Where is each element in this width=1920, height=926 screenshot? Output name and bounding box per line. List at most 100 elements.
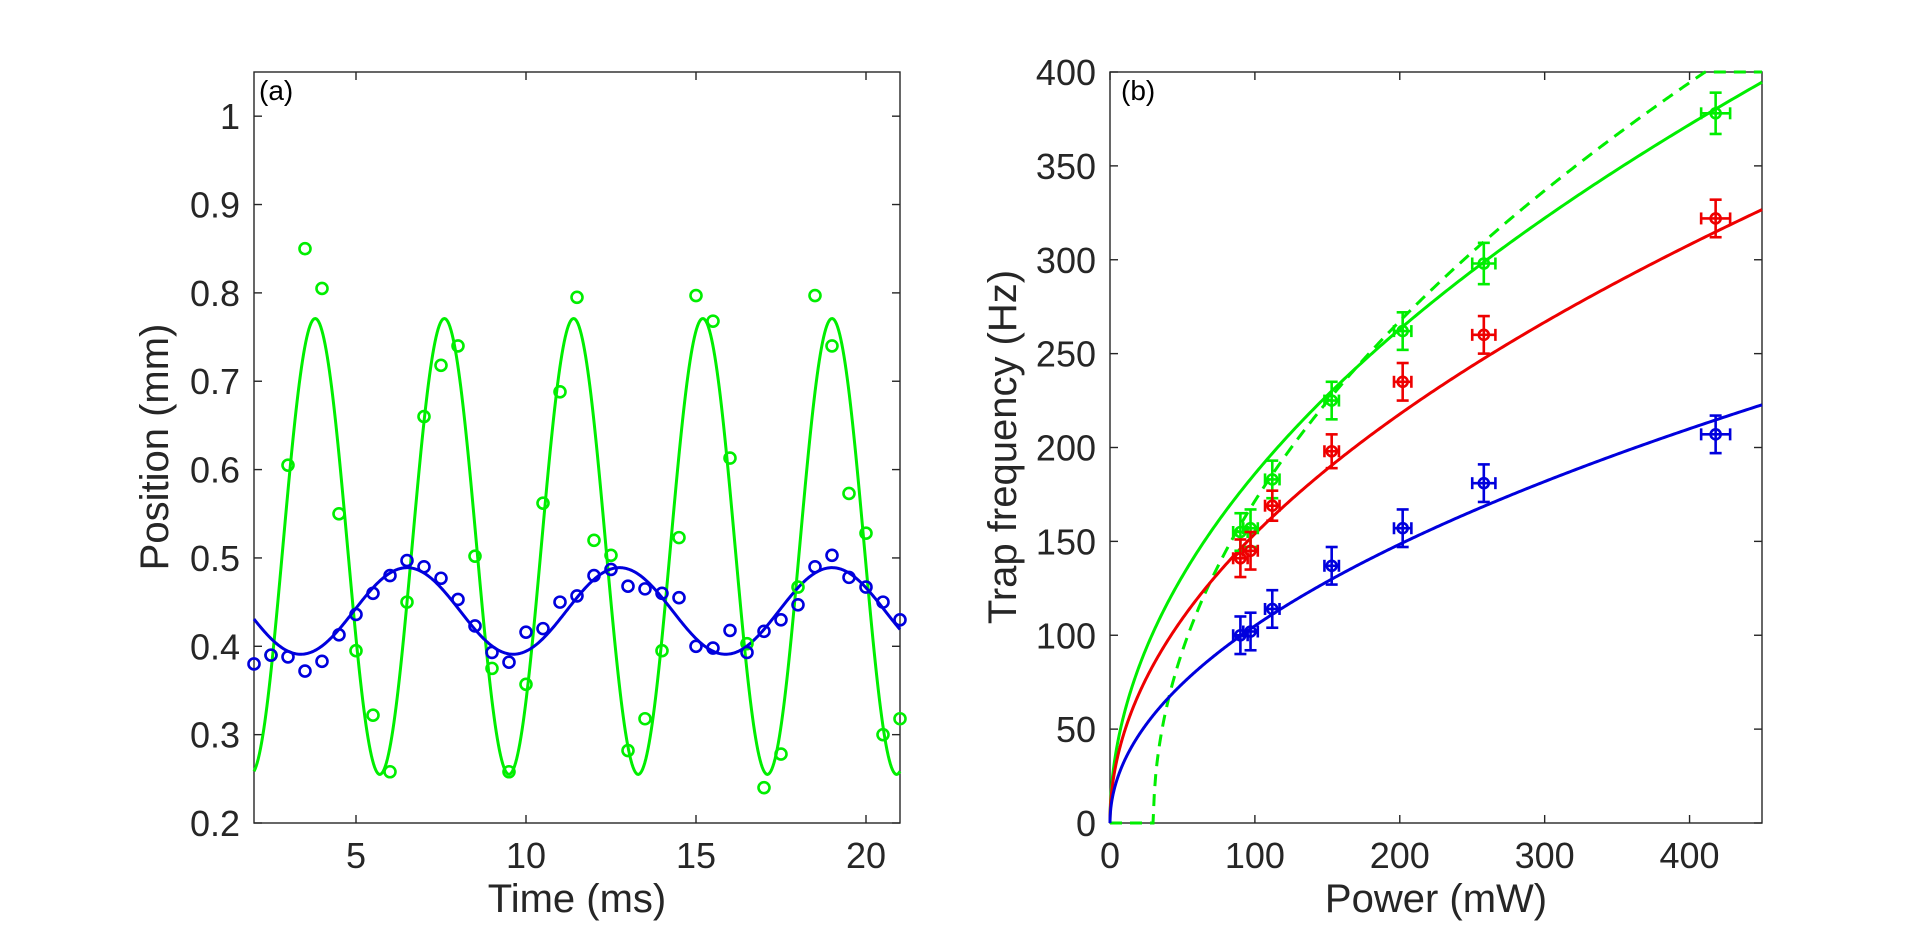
data-point-green bbox=[451, 339, 465, 353]
data-point-blue bbox=[1241, 611, 1260, 652]
data-point-green bbox=[723, 451, 737, 465]
data-point-green bbox=[791, 580, 805, 594]
data-point-green bbox=[417, 409, 431, 424]
y-tick-label: 0.2 bbox=[190, 803, 240, 844]
data-point-green bbox=[689, 288, 703, 303]
y-tick-label: 0.6 bbox=[190, 450, 240, 491]
data-point-red bbox=[1470, 314, 1497, 355]
panel-b-ticks bbox=[1109, 71, 1762, 824]
data-point-green bbox=[570, 290, 584, 305]
data-point-green bbox=[893, 711, 907, 726]
data-point-blue bbox=[808, 559, 822, 574]
data-point-blue bbox=[1263, 588, 1281, 630]
data-point-blue bbox=[723, 623, 737, 638]
data-point-blue bbox=[553, 595, 567, 609]
y-tick-label: 0.4 bbox=[190, 626, 240, 667]
data-point-blue bbox=[876, 595, 890, 609]
y-tick-label: 0.9 bbox=[190, 185, 240, 226]
panel-a-fit-curves bbox=[252, 316, 902, 776]
data-point-blue bbox=[1323, 545, 1341, 586]
y-tick-label: 300 bbox=[1036, 240, 1096, 281]
x-tick-label: 300 bbox=[1515, 835, 1575, 876]
data-point-blue bbox=[434, 571, 448, 586]
y-tick-label: 0.3 bbox=[190, 715, 240, 756]
data-point-green bbox=[298, 241, 312, 256]
data-point-green bbox=[808, 288, 822, 303]
y-tick-label: 0.7 bbox=[190, 361, 240, 402]
data-point-green bbox=[655, 643, 669, 658]
data-point-blue bbox=[247, 657, 261, 671]
data-point-green bbox=[842, 486, 856, 501]
panel-b: 0 100 200 300 400 0 50 100 150 200 250 300 350 400 (… bbox=[981, 52, 1763, 921]
data-point-blue bbox=[655, 586, 669, 601]
data-point-green bbox=[1392, 311, 1413, 352]
panel-a-data-points bbox=[247, 241, 907, 795]
data-point-green bbox=[332, 506, 346, 521]
data-point-green bbox=[383, 764, 397, 779]
data-point-green bbox=[859, 526, 873, 541]
data-point-green bbox=[621, 743, 635, 758]
data-point-blue bbox=[1392, 508, 1413, 549]
data-point-green bbox=[1323, 380, 1341, 421]
data-point-green bbox=[553, 385, 567, 399]
panel-a-x-axis-label: Time (ms) bbox=[488, 877, 666, 921]
data-point-blue bbox=[638, 582, 652, 596]
y-tick-label: 200 bbox=[1036, 428, 1096, 469]
data-point-green bbox=[400, 595, 414, 609]
data-point-red bbox=[1263, 489, 1281, 523]
data-point-blue bbox=[740, 645, 754, 660]
y-tick-label: 0 bbox=[1076, 803, 1096, 844]
data-point-green bbox=[876, 727, 890, 742]
panel-b-x-tick-labels: 0 100 200 300 400 bbox=[1100, 835, 1720, 876]
x-tick-label: 10 bbox=[506, 835, 546, 876]
data-point-green bbox=[536, 496, 550, 510]
panel-a-ticks bbox=[254, 72, 900, 824]
data-point-blue bbox=[757, 624, 771, 639]
panel-a-y-axis-label: Position (mm) bbox=[133, 324, 177, 571]
panel-a-label: (a) bbox=[259, 75, 293, 106]
y-tick-label: 50 bbox=[1056, 709, 1096, 750]
y-tick-label: 0.8 bbox=[190, 273, 240, 314]
data-point-red bbox=[1231, 538, 1249, 579]
data-point-green bbox=[281, 458, 295, 472]
fit-curve-green bbox=[1108, 80, 1763, 823]
data-point-blue bbox=[485, 645, 499, 660]
y-tick-label: 400 bbox=[1036, 52, 1096, 93]
x-tick-label: 20 bbox=[846, 835, 886, 876]
data-point-red bbox=[1323, 433, 1341, 470]
fit-curve-green-dashed bbox=[1110, 70, 1762, 825]
x-tick-label: 400 bbox=[1660, 835, 1720, 876]
y-tick-label: 250 bbox=[1036, 334, 1096, 375]
data-point-green bbox=[638, 711, 652, 726]
data-point-green bbox=[1699, 91, 1732, 136]
panel-a-y-tick-labels: 0.2 0.3 0.4 0.5 0.6 0.7 0.8 0.9 1 bbox=[190, 96, 240, 844]
data-point-red bbox=[1392, 361, 1413, 402]
data-point-blue bbox=[672, 590, 686, 605]
data-point-blue bbox=[587, 568, 601, 583]
data-point-blue bbox=[281, 650, 295, 664]
data-point-blue bbox=[383, 568, 397, 583]
fit-curve-blue bbox=[252, 566, 902, 656]
data-point-blue bbox=[825, 548, 839, 563]
data-point-blue bbox=[859, 580, 873, 594]
panel-b-y-axis-label: Trap frequency (Hz) bbox=[981, 270, 1025, 624]
data-point-green bbox=[604, 548, 618, 563]
y-tick-label: 1 bbox=[220, 96, 240, 137]
data-point-green bbox=[502, 764, 516, 779]
x-tick-label: 200 bbox=[1370, 835, 1430, 876]
data-point-green bbox=[706, 314, 720, 328]
panel-b-x-axis-label: Power (mW) bbox=[1325, 877, 1547, 921]
data-point-blue bbox=[893, 612, 907, 627]
data-point-blue bbox=[400, 553, 414, 568]
data-point-blue bbox=[332, 628, 346, 642]
x-tick-label: 100 bbox=[1225, 835, 1285, 876]
data-point-red bbox=[1699, 198, 1732, 239]
data-point-green bbox=[485, 661, 499, 676]
data-point-blue bbox=[349, 607, 363, 622]
data-point-blue bbox=[502, 655, 516, 669]
data-point-green bbox=[1470, 241, 1497, 286]
panel-b-y-tick-labels: 0 50 100 150 200 250 300 350 400 bbox=[1036, 52, 1096, 844]
panel-b-data-points bbox=[1231, 91, 1732, 656]
y-tick-label: 150 bbox=[1036, 521, 1096, 562]
